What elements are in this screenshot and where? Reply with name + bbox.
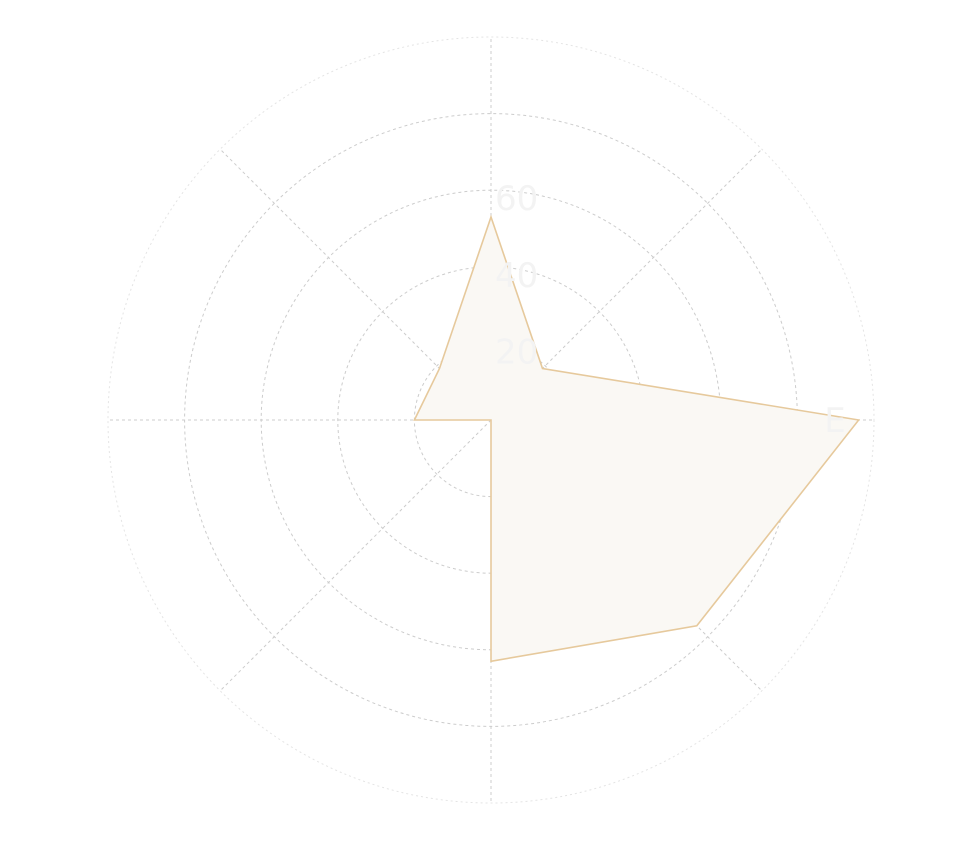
radial-tick-label-60: 60 xyxy=(495,179,538,219)
grid-ring-100 xyxy=(107,36,875,804)
spoke-3 xyxy=(219,148,492,421)
spoke-1 xyxy=(490,148,763,421)
radial-tick-label-20: 20 xyxy=(495,332,538,372)
radar-labels: 20 40 60 E xyxy=(495,179,846,441)
radial-tick-label-40: 40 xyxy=(495,256,538,296)
category-label-0: E xyxy=(824,401,845,441)
radar-series xyxy=(413,214,861,663)
series-area-0 xyxy=(413,214,861,663)
spoke-7 xyxy=(490,419,763,692)
spoke-5 xyxy=(219,419,492,692)
